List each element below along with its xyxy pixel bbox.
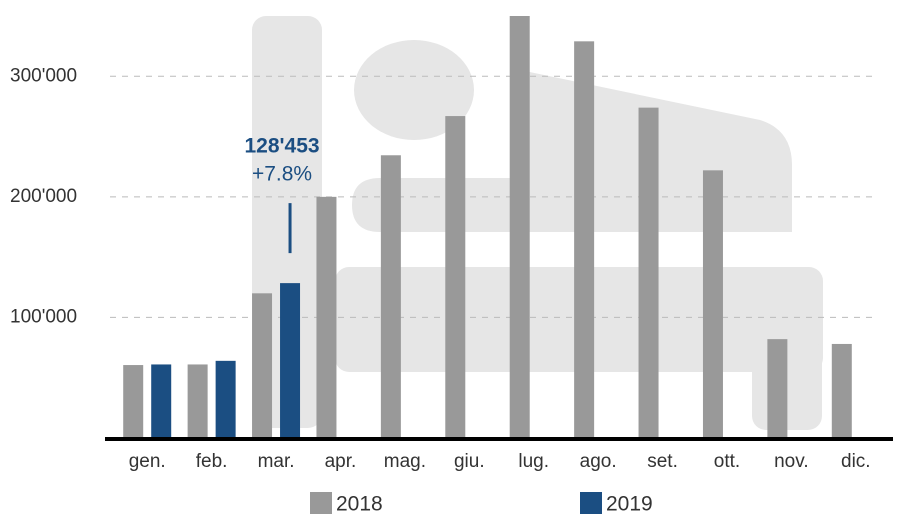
x-tick-label: dic. — [841, 451, 871, 472]
x-tick-label: feb. — [196, 451, 228, 472]
bar — [252, 293, 272, 438]
bar — [188, 364, 208, 438]
x-tick-label: ago. — [580, 451, 617, 472]
bar — [151, 364, 171, 438]
bar — [767, 339, 787, 438]
x-tick-label: nov. — [774, 451, 809, 472]
bar — [639, 108, 659, 438]
x-tick-label: gen. — [129, 451, 166, 472]
bar — [316, 197, 336, 438]
legend-swatch — [310, 492, 332, 514]
x-tick-label: mag. — [384, 451, 426, 472]
y-tick-label: 300'000 — [10, 65, 77, 86]
bar — [703, 170, 723, 438]
legend-label: 2019 — [606, 493, 653, 516]
bar — [445, 116, 465, 438]
x-tick-label: set. — [647, 451, 678, 472]
bar — [510, 16, 530, 438]
y-tick-label: 100'000 — [10, 306, 77, 327]
chart: 100'000 200'000 300'000 gen. feb. mar. 128'453… — [0, 0, 898, 517]
value-label: 128'453 — [245, 135, 320, 158]
bar — [216, 361, 236, 438]
x-tick-label: ott. — [714, 451, 740, 472]
legend-swatch — [580, 492, 602, 514]
bar — [123, 365, 143, 438]
bar — [574, 41, 594, 438]
x-tick-label: giu. — [454, 451, 485, 472]
bar — [832, 344, 852, 438]
x-tick-label: apr. — [325, 451, 357, 472]
y-tick-label: 200'000 — [10, 186, 77, 207]
bar — [381, 155, 401, 438]
x-tick-label: mar. — [258, 451, 295, 472]
background-icon — [252, 16, 823, 430]
annotation: +7.8% — [252, 163, 312, 186]
x-tick-label: lug. — [518, 451, 549, 472]
bar — [280, 283, 300, 438]
legend-label: 2018 — [336, 493, 383, 516]
page: 100'000 200'000 300'000 gen. feb. mar. 128'453… — [0, 0, 898, 517]
